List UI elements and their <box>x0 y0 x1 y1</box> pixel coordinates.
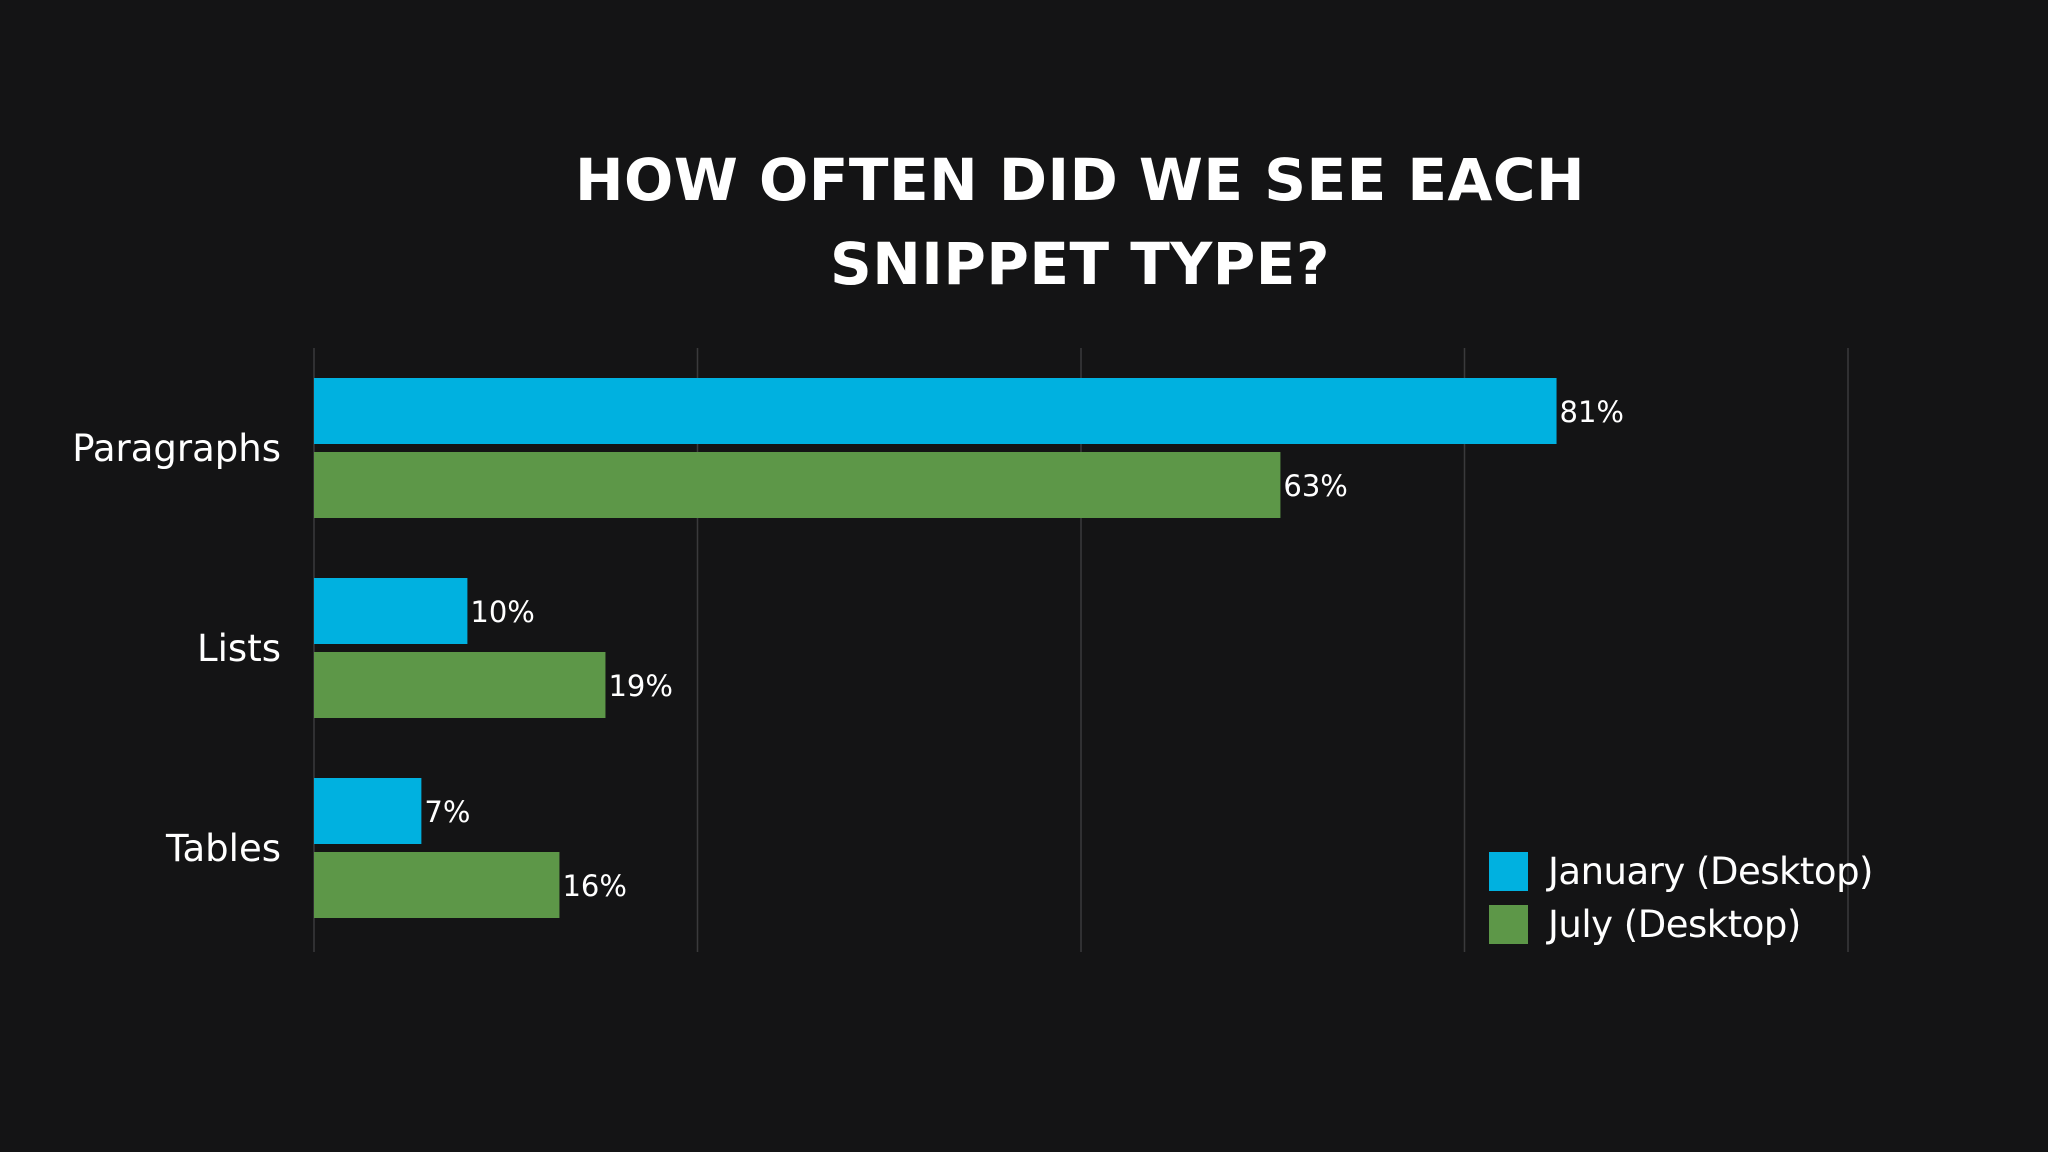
category-labels: Paragraphs Lists Tables <box>72 427 281 870</box>
bar-tables-july <box>314 852 560 918</box>
bar-tables-january <box>314 778 422 844</box>
legend-item-january: January (Desktop) <box>1489 849 1874 893</box>
category-label-tables: Tables <box>165 827 281 870</box>
gridlines <box>313 348 1849 952</box>
bar-lists-january <box>314 578 468 644</box>
data-label-tables-january: 7% <box>424 795 470 829</box>
chart-title: HOW OFTEN DID WE SEE EACH SNIPPET TYPE? <box>0 138 2048 306</box>
bar-lists-july <box>314 652 606 718</box>
chart-title-line-2: SNIPPET TYPE? <box>829 230 1331 298</box>
data-labels: 81% 63% 10% 19% 7% 16% <box>424 395 1624 903</box>
category-label-lists: Lists <box>197 627 281 670</box>
category-label-paragraphs: Paragraphs <box>72 427 281 470</box>
legend-swatch-july <box>1489 904 1528 944</box>
bar-paragraphs-july <box>314 452 1281 518</box>
legend: January (Desktop) July (Desktop) <box>1489 849 1874 957</box>
data-label-lists-january: 10% <box>470 595 534 629</box>
bars <box>314 378 1557 918</box>
legend-label-january: January (Desktop) <box>1548 849 1874 893</box>
data-label-paragraphs-july: 63% <box>1283 469 1347 503</box>
data-label-lists-july: 19% <box>608 669 672 703</box>
legend-item-july: July (Desktop) <box>1489 902 1873 946</box>
legend-swatch-january <box>1489 851 1528 891</box>
chart-title-line-1: HOW OFTEN DID WE SEE EACH <box>574 146 1586 214</box>
bar-paragraphs-january <box>314 378 1557 444</box>
data-label-tables-july: 16% <box>562 869 626 903</box>
data-label-paragraphs-january: 81% <box>1560 395 1624 429</box>
legend-label-july: July (Desktop) <box>1548 902 1801 946</box>
